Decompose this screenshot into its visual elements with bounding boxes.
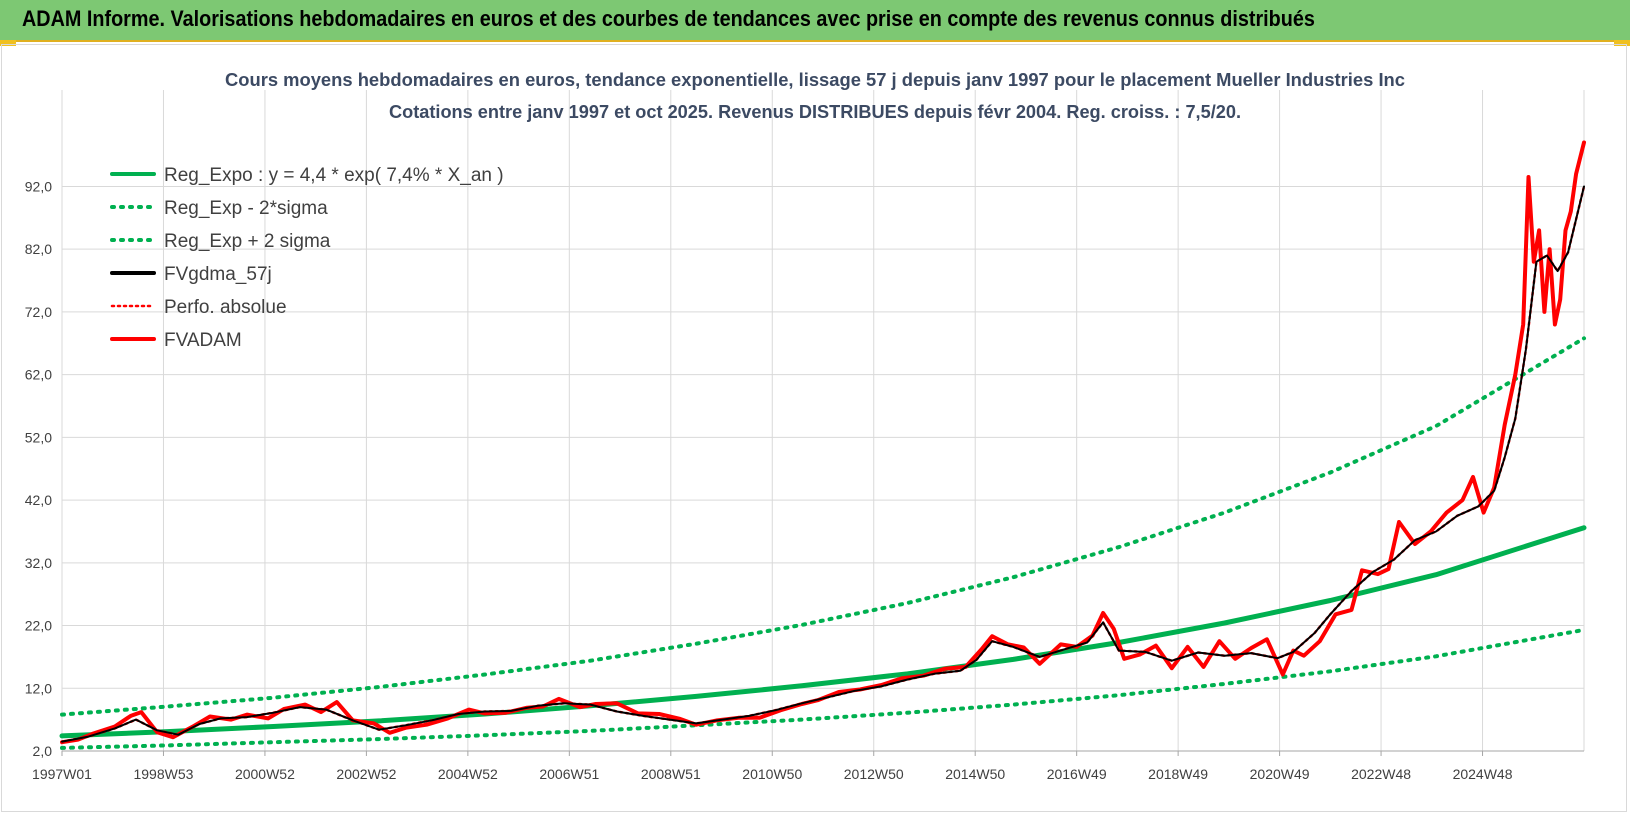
y-tick-label: 42,0 (25, 492, 52, 508)
y-axis: 2,0 12,0 22,0 32,0 42,0 52,0 62,0 72,0 82,0 92,0 (25, 178, 52, 759)
x-tick-label: 2014W50 (945, 766, 1005, 782)
x-tick-label: 2016W49 (1047, 766, 1107, 782)
y-tick-label: 92,0 (25, 178, 52, 194)
x-tick-label: 2022W48 (1351, 766, 1411, 782)
x-tick-label: 2000W52 (235, 766, 295, 782)
x-tick-label: 2010W50 (742, 766, 802, 782)
legend-label: Perfo. absolue (164, 297, 287, 318)
y-tick-label: 12,0 (25, 680, 52, 696)
y-tick-label: 72,0 (25, 304, 52, 320)
legend-label: Reg_Exp + 2 sigma (164, 231, 331, 252)
x-tick-label: 2020W49 (1250, 766, 1310, 782)
series-line-3 (61, 185, 1585, 743)
x-tick-label: 2004W52 (438, 766, 498, 782)
x-tick-label: 2006W51 (539, 766, 599, 782)
y-tick-label: 32,0 (25, 555, 52, 571)
chart-frame (1, 44, 1627, 812)
x-axis: 1997W01 1998W53 2000W52 2002W52 2004W52 2006W… (32, 750, 1584, 782)
legend-label: Reg_Expo : y = 4,4 * exp( 7,4% * X_an ) (164, 165, 504, 186)
chart-legend: Reg_Expo : y = 4,4 * exp( 7,4% * X_an ) R… (110, 165, 504, 351)
legend-label: Reg_Exp - 2*sigma (164, 198, 328, 219)
y-tick-label: 82,0 (25, 241, 52, 257)
x-tick-label: 2012W50 (844, 766, 904, 782)
banner-corner-right (1614, 40, 1630, 46)
legend-label: FVADAM (164, 330, 242, 351)
x-tick-label: 1998W53 (133, 766, 193, 782)
chart-title: Cours moyens hebdomadaires en euros, ten… (225, 70, 1405, 90)
chart-grid (61, 90, 1585, 752)
x-tick-label: 2018W49 (1148, 766, 1208, 782)
series-line-2 (60, 336, 1586, 717)
x-tick-label: 2008W51 (641, 766, 701, 782)
x-tick-label: 2024W48 (1453, 766, 1513, 782)
y-tick-label: 2,0 (33, 743, 53, 759)
legend-label: FVgdma_57j (164, 264, 272, 285)
series-line-1 (60, 627, 1586, 750)
y-tick-label: 62,0 (25, 367, 52, 383)
x-tick-label: 1997W01 (32, 766, 92, 782)
series-line-0 (59, 525, 1587, 739)
x-tick-label: 2002W52 (336, 766, 396, 782)
series-line-5 (60, 140, 1586, 745)
series-layer (59, 140, 1587, 750)
banner-corner-left (0, 40, 16, 46)
chart-subtitle: Cotations entre janv 1997 et oct 2025. R… (389, 102, 1241, 122)
y-tick-label: 22,0 (25, 618, 52, 634)
report-title: ADAM Informe. Valorisations hebdomadaire… (22, 6, 1315, 31)
series-line-4 (60, 185, 1586, 743)
report-banner: ADAM Informe. Valorisations hebdomadaire… (0, 0, 1630, 42)
y-tick-label: 52,0 (25, 429, 52, 445)
